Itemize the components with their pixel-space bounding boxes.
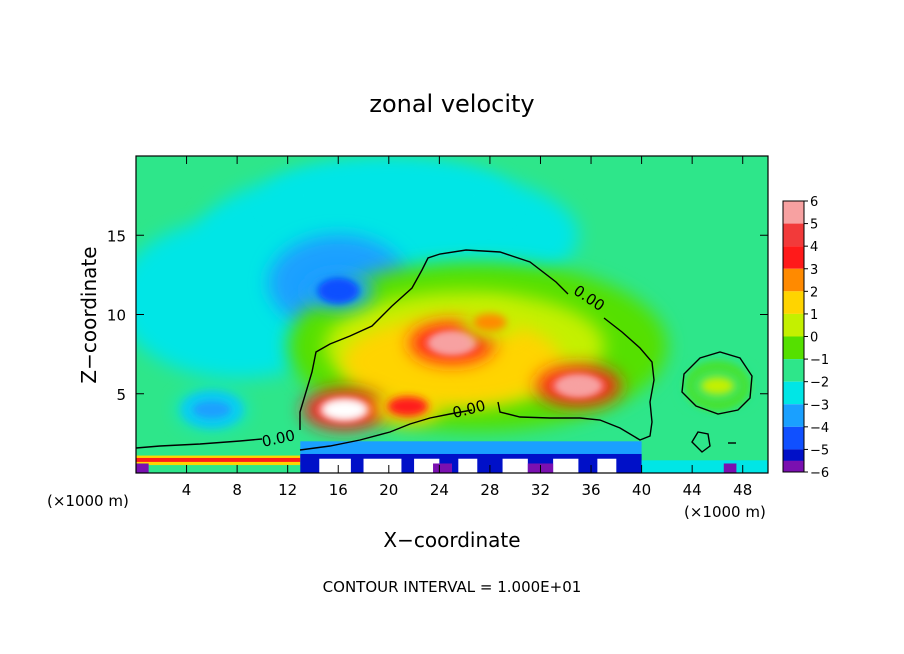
colorbar-label: 3 — [810, 263, 818, 278]
surface-band-cell — [136, 457, 301, 462]
colorbar-label: −3 — [810, 398, 829, 413]
colorbar-label: −4 — [810, 421, 829, 436]
x-tick-label: 16 — [329, 481, 348, 499]
surface-band-cell — [414, 458, 440, 473]
colorbar-label: −6 — [810, 466, 829, 481]
colorbar-label: 4 — [810, 240, 818, 255]
zero-contours — [136, 249, 753, 453]
colorbar-label: 1 — [810, 308, 818, 323]
surface-band-cell — [458, 458, 478, 473]
colorbar-label: −5 — [810, 443, 829, 458]
field-feature-core — [322, 399, 367, 420]
x-tick-label: 28 — [480, 481, 499, 499]
x-tick-label: 32 — [531, 481, 550, 499]
surface-band-cell — [641, 460, 768, 473]
colorbar-swatch — [783, 291, 804, 314]
field-blobs — [136, 159, 750, 432]
x-tick-label: 48 — [733, 481, 752, 499]
x-tick-label: 44 — [683, 481, 702, 499]
x-tick-label: 36 — [581, 481, 600, 499]
x-axis-label: X−coordinate — [383, 528, 520, 552]
field-feature — [473, 313, 507, 332]
field-surface-band — [136, 441, 768, 473]
colorbar: 6 5 4 3 2 1 0 −1 −2 −3 −4 −5 −6 — [783, 195, 829, 481]
colorbar-swatch — [783, 246, 804, 269]
field-feature-core — [320, 278, 357, 303]
contour-interval-note: CONTOUR INTERVAL = 1.000E+01 — [323, 578, 582, 596]
zero-contour-right-loop — [681, 351, 753, 415]
colorbar-swatch — [783, 404, 804, 427]
x-tick-label: 24 — [430, 481, 449, 499]
surface-band-cell — [363, 458, 402, 473]
colorbar-swatch — [783, 426, 804, 450]
surface-band-cell — [319, 458, 351, 473]
field-feature-core — [432, 333, 472, 354]
colorbar-swatch — [783, 313, 804, 337]
field-feature-core — [560, 376, 597, 395]
x-axis-unit-right: (×1000 m) — [684, 503, 766, 521]
surface-band-cell — [723, 463, 737, 473]
x-tick-label: 12 — [278, 481, 297, 499]
colorbar-swatch — [783, 381, 804, 405]
colorbar-label: 0 — [810, 331, 818, 346]
x-axis: 4 8 12 16 20 24 28 32 36 40 44 48 — [182, 156, 752, 499]
colorbar-label: 6 — [810, 195, 818, 210]
surface-band-cell — [597, 458, 617, 473]
field-feature — [387, 396, 429, 417]
colorbar-swatch — [783, 460, 804, 472]
colorbar-frame — [782, 200, 805, 473]
y-tick-label: 5 — [116, 386, 126, 404]
x-axis-unit-left: (×1000 m) — [47, 492, 129, 510]
y-axis-label: Z−coordinate — [77, 246, 101, 383]
surface-band-cell — [553, 458, 579, 473]
x-tick-label: 4 — [182, 481, 192, 499]
colorbar-swatch — [783, 201, 804, 224]
x-tick-label: 8 — [232, 481, 242, 499]
surface-band-cell — [136, 463, 149, 473]
colorbar-swatch — [783, 268, 804, 292]
colorbar-label: −1 — [810, 353, 829, 368]
x-tick-label: 40 — [632, 481, 651, 499]
field-blob — [268, 159, 509, 232]
chart-title: zonal velocity — [369, 90, 534, 118]
colorbar-swatch — [783, 223, 804, 247]
y-tick-label: 10 — [107, 307, 126, 325]
y-tick-label: 15 — [107, 227, 126, 245]
colorbar-swatch — [783, 359, 804, 382]
field-feature — [191, 399, 233, 420]
surface-band-cell — [433, 463, 452, 473]
y-axis: 5 10 15 — [107, 227, 768, 404]
colorbar-label: −2 — [810, 376, 829, 391]
heatmap-field — [136, 156, 768, 473]
colorbar-swatch — [783, 336, 804, 360]
zero-contour-small — [691, 431, 711, 453]
colorbar-label: 2 — [810, 285, 818, 300]
zero-contour-main — [136, 249, 655, 451]
field-feature — [700, 377, 735, 395]
surface-band-cell — [502, 458, 528, 473]
colorbar-label: 5 — [810, 218, 818, 233]
x-tick-label: 20 — [379, 481, 398, 499]
